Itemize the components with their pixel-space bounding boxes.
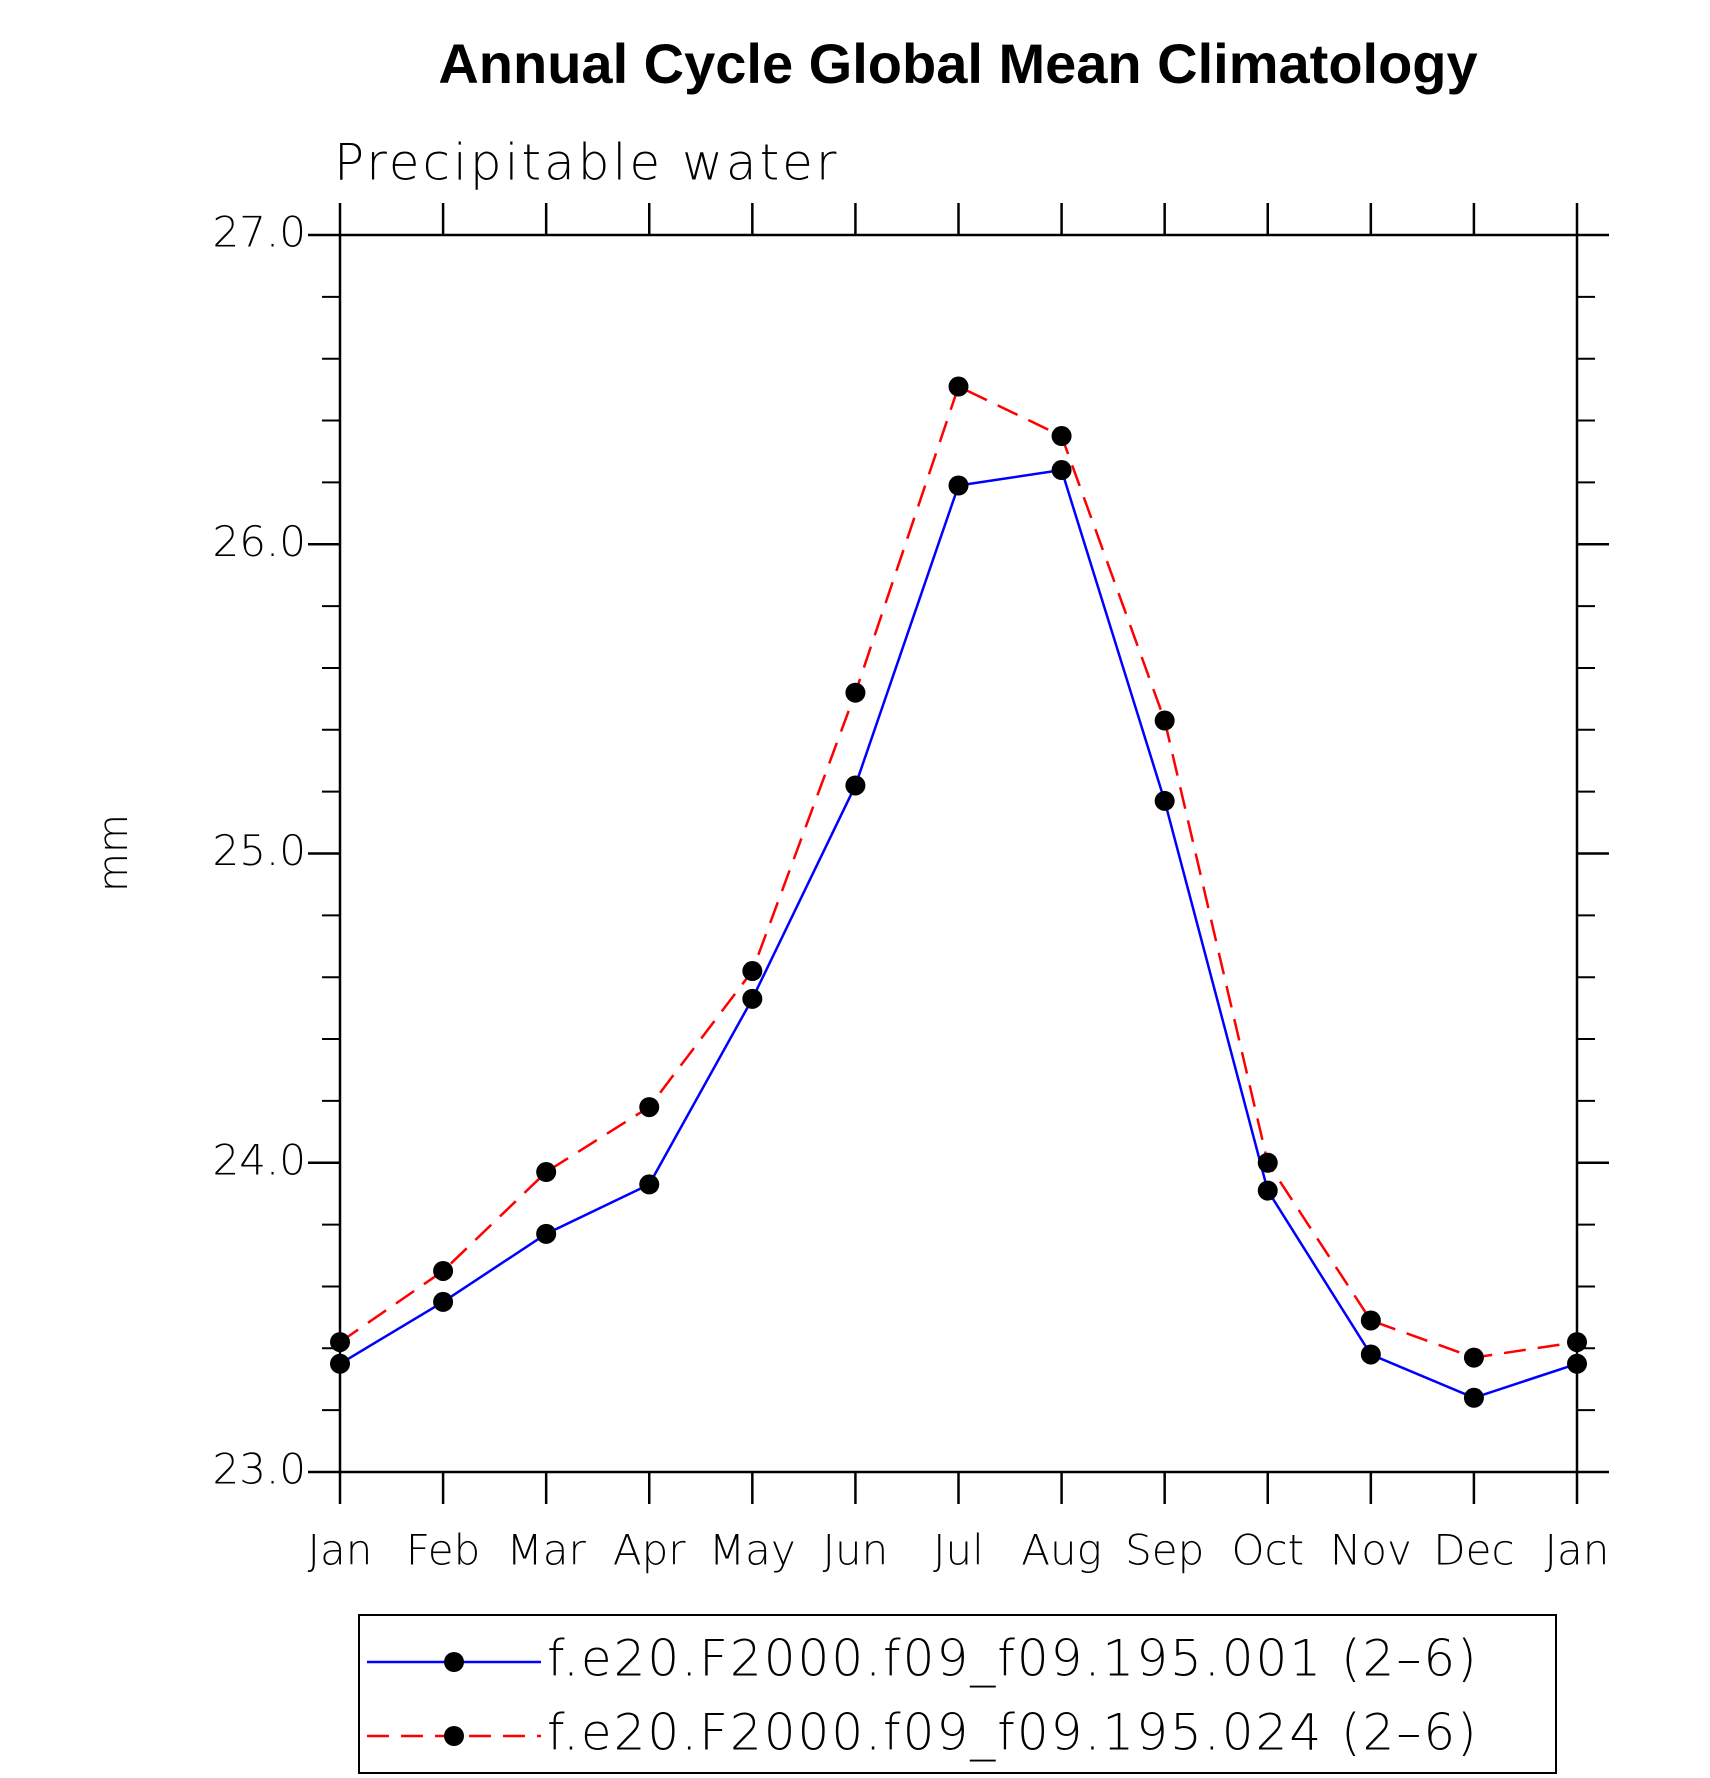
x-tick-label: Jan [1545,1526,1610,1575]
data-point [1463,1347,1484,1368]
x-tick-label: Feb [406,1526,480,1575]
data-point [1360,1344,1381,1365]
x-tick-label: Jul [933,1526,984,1575]
data-point [1154,710,1175,731]
plot-frame [338,233,1579,1474]
x-tick-label: Apr [613,1526,686,1575]
data-point [742,988,763,1009]
data-point [330,1353,350,1374]
x-tick-label: Jan [308,1526,373,1575]
data-point [1257,1180,1278,1201]
series-line [339,468,1578,1400]
data-point [948,376,969,397]
legend-box [358,1614,1557,1774]
series-line [339,384,1578,1359]
data-point [536,1223,557,1244]
data-point [742,961,763,982]
data-point [845,775,866,796]
data-point [1567,1353,1587,1374]
y-tick-label: 27.0 [212,208,306,257]
data-point [1567,1332,1587,1353]
data-point [948,475,969,496]
x-tick-label: Mar [507,1526,587,1575]
y-axis-label: mm [91,814,137,892]
legend-label: f.e20.F2000.f09_f09.195.001 (2–6) [547,1630,1479,1688]
data-point [536,1162,557,1183]
x-tick-label: Sep [1125,1526,1204,1575]
legend-label: f.e20.F2000.f09_f09.195.024 (2–6) [547,1704,1479,1762]
data-point [330,1332,350,1353]
data-point [845,682,866,703]
y-tick-label: 26.0 [212,517,306,566]
y-tick-label: 23.0 [212,1445,306,1494]
data-point [1154,790,1175,811]
x-tick-label: Jun [823,1526,889,1575]
x-tick-label: Nov [1330,1526,1412,1575]
data-point [1257,1152,1278,1173]
x-tick-label: Aug [1021,1526,1102,1575]
data-point [433,1260,454,1281]
legend-marker [444,1726,464,1746]
legend-marker [444,1652,464,1672]
data-point [639,1174,660,1195]
chart-subtitle: Precipitable water [334,134,840,192]
data-point [1463,1387,1484,1408]
x-tick-label: May [709,1526,796,1575]
chart-title: Annual Cycle Global Mean Climatology [438,32,1477,95]
x-tick-label: Dec [1433,1526,1514,1575]
y-tick-label: 25.0 [212,826,306,875]
data-point [639,1097,660,1118]
data-point [1051,426,1072,447]
data-point [1051,460,1072,481]
data-point [433,1291,454,1312]
y-tick-label: 24.0 [212,1135,306,1184]
data-point [1360,1310,1381,1331]
x-tick-label: Oct [1231,1526,1304,1575]
